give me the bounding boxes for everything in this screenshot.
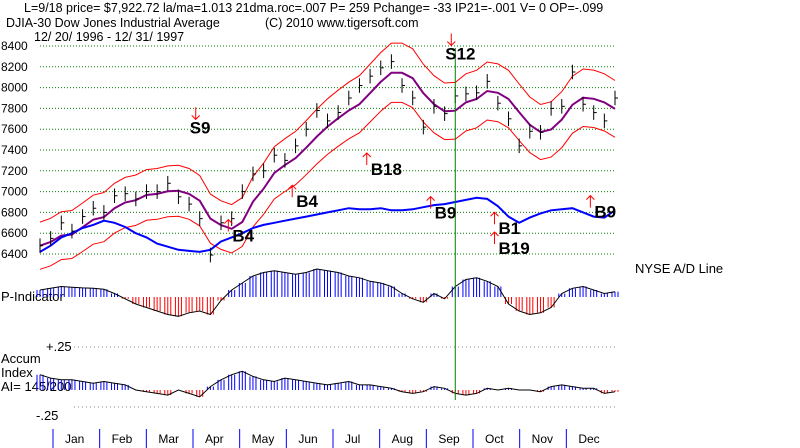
signal-label: B9 <box>594 203 616 222</box>
y-tick-label: 7200 <box>1 164 28 178</box>
header-stats: L=9/18 price= $7,922.72 la/ma=1.013 21dm… <box>24 1 604 15</box>
month-label: May <box>252 432 275 446</box>
signal-label: S9 <box>190 118 211 137</box>
y-tick-label: 7600 <box>1 122 28 136</box>
buy-arrow-icon <box>490 231 499 244</box>
accum-tick-top: +.25 <box>46 339 72 354</box>
month-label: Jun <box>298 432 317 446</box>
month-label: Feb <box>112 432 133 446</box>
month-label: Nov <box>532 432 553 446</box>
accum-index-line <box>39 370 616 398</box>
y-tick-label: 7400 <box>1 143 28 157</box>
y-tick-label: 6400 <box>1 247 28 261</box>
y-tick-label: 7800 <box>1 101 28 115</box>
signal-label: B1 <box>499 219 521 238</box>
accum-tick-bottom: -.25 <box>36 408 59 423</box>
sell-arrow-icon <box>191 107 201 121</box>
signal-label: B4 <box>296 192 318 211</box>
upper-band <box>39 42 616 223</box>
signal-label: B9 <box>435 204 457 223</box>
p-indicator-line <box>39 268 616 317</box>
y-tick-label: 6800 <box>1 205 28 219</box>
month-label: Jan <box>65 432 84 446</box>
buy-arrow-icon <box>490 211 499 225</box>
chart-title: DJIA-30 Dow Jones Industrial Average <box>6 16 220 30</box>
y-tick-label: 7000 <box>1 185 28 199</box>
month-label: Sep <box>438 432 460 446</box>
ad-line-label: NYSE A/D Line <box>635 261 724 276</box>
month-label: Aug <box>392 432 413 446</box>
date-range: 12/ 20/ 1996 - 12/ 31/ 1997 <box>34 30 185 44</box>
index-label: Index <box>1 365 33 380</box>
signal-label: B4 <box>232 227 254 246</box>
month-label: Mar <box>158 432 179 446</box>
copyright: (C) 2010 www.tigersoft.com <box>265 16 419 30</box>
y-tick-label: 6600 <box>1 226 28 240</box>
signal-label: B19 <box>499 239 530 258</box>
sell-arrow-icon <box>446 33 456 47</box>
month-label: Jul <box>345 432 360 446</box>
month-label: Oct <box>485 432 504 446</box>
signal-label: B18 <box>371 160 402 179</box>
month-label: Dec <box>578 432 599 446</box>
buy-arrow-icon <box>223 218 233 232</box>
p-indicator-label: P-Indicator <box>1 289 64 304</box>
ad-line <box>39 196 616 253</box>
month-label: Apr <box>205 432 224 446</box>
y-tick-label: 8200 <box>1 60 28 74</box>
y-tick-label: 8000 <box>1 81 28 95</box>
signal-label: S12 <box>445 45 475 64</box>
buy-arrow-icon <box>287 184 297 198</box>
buy-arrow-icon <box>426 195 435 209</box>
buy-arrow-icon <box>362 152 372 165</box>
accum-label: Accum <box>1 351 41 366</box>
y-tick-label: 8400 <box>1 39 28 53</box>
buy-arrow-icon <box>585 194 595 208</box>
